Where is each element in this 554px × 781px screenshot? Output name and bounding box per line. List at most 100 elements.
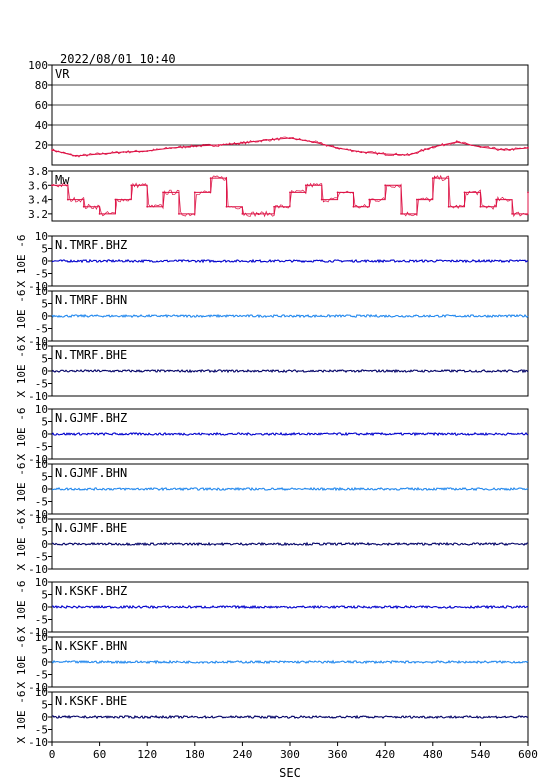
trace-n-tmrf-bhe-ylabel: X 10E -6 [15,345,28,398]
trace-n-tmrf-bhz-ytick-label: 5 [41,243,48,256]
trace-n-kskf-bhz-ylabel: X 10E -6 [15,581,28,634]
mw-ytick-label: 3.4 [28,194,48,207]
trace-n-tmrf-bhe-ytick-label: -10 [28,390,48,403]
trace-n-tmrf-bhe-ytick-label: -5 [35,378,48,391]
trace-n-gjmf-bhz-ytick-label: -5 [35,441,48,454]
trace-n-tmrf-bhe-ytick-label: 5 [41,353,48,366]
trace-n-tmrf-bhz-ytick-label: 10 [35,230,48,243]
trace-n-tmrf-bhe-label: N.TMRF.BHE [55,348,127,362]
x-tick-label: 600 [518,748,538,761]
x-tick-label: 0 [49,748,56,761]
trace-n-gjmf-bhe-label: N.GJMF.BHE [55,521,127,535]
trace-n-gjmf-bhn-ylabel: X 10E -6 [15,463,28,516]
x-tick-label: 180 [185,748,205,761]
x-tick-label: 120 [137,748,157,761]
vr-ytick-label: 60 [35,99,48,112]
trace-n-kskf-bhe-ytick-label: -5 [35,724,48,737]
trace-n-tmrf-bhe-ytick-label: 10 [35,340,48,353]
trace-n-tmrf-bhn-ytick-label: 10 [35,285,48,298]
vr-ytick-label: 80 [35,79,48,92]
trace-n-kskf-bhn-ytick-label: -10 [28,681,48,694]
trace-n-kskf-bhz-ytick-label: 0 [41,601,48,614]
trace-n-kskf-bhn-ytick-label: 5 [41,644,48,657]
trace-n-kskf-bhn-label: N.KSKF.BHN [55,639,127,653]
trace-n-kskf-bhe-ytick-label: -10 [28,736,48,749]
trace-n-gjmf-bhz-label: N.GJMF.BHZ [55,411,127,425]
trace-n-gjmf-bhe-waveform [51,541,529,547]
x-tick-label: 420 [375,748,395,761]
trace-n-kskf-bhz-waveform [51,604,529,610]
trace-n-kskf-bhn-waveform [51,659,529,665]
trace-n-tmrf-bhz-ylabel: X 10E -6 [15,235,28,288]
trace-n-kskf-bhn-ytick-label: -5 [35,669,48,682]
x-tick-label: 60 [93,748,106,761]
trace-n-gjmf-bhn-ytick-label: 5 [41,471,48,484]
vr-panel-frame [51,64,529,166]
trace-n-gjmf-bhe-ylabel: X 10E -6 [15,518,28,571]
trace-n-tmrf-bhn-ytick-label: 0 [41,310,48,323]
trace-n-gjmf-bhn-ytick-label: -5 [35,496,48,509]
mw-ytick-label: 3.2 [28,208,48,221]
x-axis: 0 60 120 180 240 300 360 420 480 540 600 [49,742,538,761]
trace-n-gjmf-bhe-ytick-label: -10 [28,563,48,576]
trace-n-gjmf-bhn-ytick-label: 0 [41,483,48,496]
trace-n-gjmf-bhn-ytick-label: 10 [35,458,48,471]
vr-line [51,137,529,157]
trace-n-gjmf-bhz-ytick-label: 10 [35,403,48,416]
mw-ytick-label: 3.6 [28,179,48,192]
trace-n-tmrf-bhn-ytick-label: -10 [28,335,48,348]
trace-n-tmrf-bhe-waveform [51,368,529,374]
trace-n-tmrf-bhn-label: N.TMRF.BHN [55,293,127,307]
trace-n-gjmf-bhn-ytick-label: -10 [28,508,48,521]
trace-n-kskf-bhz-ytick-label: -10 [28,626,48,639]
vr-ytick-label: 40 [35,119,48,132]
trace-n-tmrf-bhz-label: N.TMRF.BHZ [55,238,127,252]
x-tick-label: 300 [280,748,300,761]
trace-n-gjmf-bhn-waveform [51,486,529,492]
trace-n-gjmf-bhe-ytick-label: 0 [41,538,48,551]
trace-n-kskf-bhe-waveform [51,714,529,720]
trace-n-kskf-bhe-ylabel: X 10E -6 [15,691,28,744]
trace-n-tmrf-bhn-ytick-label: 5 [41,298,48,311]
trace-n-gjmf-bhe-ytick-label: 10 [35,513,48,526]
trace-n-kskf-bhe-ytick-label: 0 [41,711,48,724]
trace-n-kskf-bhz-ytick-label: 5 [41,589,48,602]
x-tick-label: 480 [423,748,443,761]
trace-n-tmrf-bhn-waveform [51,313,529,319]
vr-detail [51,136,529,158]
trace-n-kskf-bhe-ytick-label: 5 [41,699,48,712]
trace-n-gjmf-bhz-waveform [51,431,529,437]
trace-n-gjmf-bhz-ytick-label: 5 [41,416,48,429]
x-tick-label: 240 [232,748,252,761]
trace-n-kskf-bhz-label: N.KSKF.BHZ [55,584,127,598]
panels-group: 10080604020VR3.83.63.43.2Mw1050-5-10N.TM… [15,59,529,749]
mw-ytick-label: 3.8 [28,165,48,178]
trace-n-kskf-bhz-ytick-label: -5 [35,614,48,627]
mw-detail [51,174,529,218]
timestamp-label: 2022/08/01 10:40 [60,52,176,66]
trace-n-kskf-bhe-ytick-label: 10 [35,686,48,699]
trace-n-tmrf-bhz-ytick-label: 0 [41,255,48,268]
trace-n-gjmf-bhe-ytick-label: 5 [41,526,48,539]
trace-n-tmrf-bhn-ytick-label: -5 [35,323,48,336]
trace-n-gjmf-bhe-ytick-label: -5 [35,551,48,564]
vr-ytick-label: 20 [35,139,48,152]
vr-label: VR [55,67,70,81]
trace-n-tmrf-bhn-ylabel: X 10E -6 [15,290,28,343]
trace-n-tmrf-bhz-ytick-label: -10 [28,280,48,293]
x-axis-label: SEC [279,766,301,780]
trace-n-tmrf-bhe-ytick-label: 0 [41,365,48,378]
trace-n-kskf-bhe-label: N.KSKF.BHE [55,694,127,708]
trace-n-kskf-bhn-ytick-label: 10 [35,631,48,644]
trace-n-gjmf-bhn-label: N.GJMF.BHN [55,466,127,480]
mw-label: Mw [55,173,70,187]
trace-n-kskf-bhz-ytick-label: 10 [35,576,48,589]
trace-n-tmrf-bhz-ytick-label: -5 [35,268,48,281]
trace-n-gjmf-bhz-ylabel: X 10E -6 [15,408,28,461]
x-tick-label: 540 [470,748,490,761]
mw-line [52,177,529,215]
trace-n-gjmf-bhz-ytick-label: -10 [28,453,48,466]
trace-n-tmrf-bhz-waveform [51,258,529,264]
x-tick-label: 360 [328,748,348,761]
